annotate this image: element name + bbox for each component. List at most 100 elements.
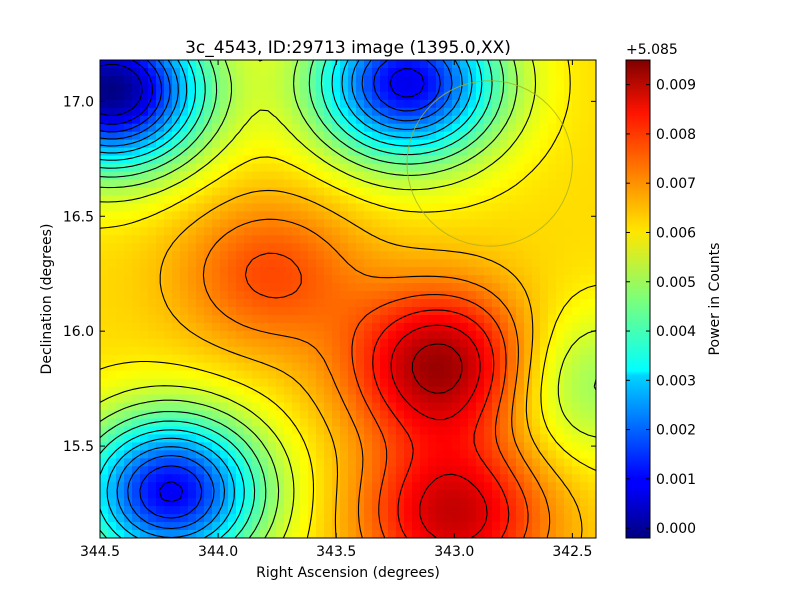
heatmap-cell — [204, 227, 213, 236]
heatmap-cell — [220, 227, 229, 236]
heatmap-cell — [436, 370, 445, 380]
heatmap-cell — [212, 195, 221, 204]
heatmap-cell — [252, 139, 261, 149]
heatmap-cell — [316, 267, 325, 276]
heatmap-cell — [348, 227, 357, 236]
heatmap-cell — [316, 474, 325, 483]
heatmap-cell — [180, 338, 189, 348]
heatmap-cell — [580, 466, 589, 475]
heatmap-cell — [428, 171, 437, 181]
heatmap-cell — [420, 458, 429, 467]
heatmap-cell — [188, 235, 197, 244]
heatmap-cell — [252, 219, 261, 228]
heatmap-cell — [444, 275, 453, 284]
heatmap-cell — [396, 354, 405, 364]
heatmap-cell — [588, 227, 596, 236]
heatmap-cell — [364, 99, 373, 109]
heatmap-cell — [524, 83, 533, 93]
heatmap-cell — [220, 219, 229, 228]
heatmap-cell — [308, 450, 317, 459]
heatmap-cell — [444, 243, 453, 252]
heatmap-cell — [356, 259, 365, 268]
heatmap-cell — [188, 306, 197, 316]
heatmap-cell — [292, 291, 301, 300]
heatmap-cell — [500, 139, 509, 149]
heatmap-cell — [244, 506, 253, 515]
heatmap-cell — [348, 139, 357, 149]
heatmap-cell — [108, 251, 117, 260]
heatmap-cell — [156, 171, 165, 181]
heatmap-cell — [436, 243, 445, 252]
heatmap-cell — [436, 67, 445, 77]
heatmap-cell — [412, 299, 421, 308]
heatmap-cell — [396, 131, 405, 141]
heatmap-cell — [100, 251, 109, 260]
heatmap-cell — [220, 211, 229, 220]
heatmap-cell — [308, 410, 317, 420]
heatmap-cell — [276, 251, 285, 260]
heatmap-cell — [220, 522, 229, 531]
heatmap-cell — [412, 506, 421, 515]
heatmap-cell — [468, 275, 477, 284]
heatmap-cell — [356, 83, 365, 93]
heatmap-cell — [212, 522, 221, 531]
heatmap-cell — [204, 378, 213, 388]
heatmap-cell — [452, 227, 461, 236]
heatmap-cell — [204, 275, 213, 284]
heatmap-cell — [580, 378, 589, 388]
heatmap-cell — [292, 235, 301, 244]
heatmap-cell — [292, 346, 301, 356]
heatmap-cell — [500, 474, 509, 483]
heatmap-cell — [348, 490, 357, 499]
heatmap-cell — [300, 195, 309, 204]
heatmap-cell — [572, 322, 581, 332]
heatmap-cell — [172, 362, 181, 372]
heatmap-cell — [260, 115, 269, 125]
heatmap-cell — [132, 60, 141, 69]
heatmap-cell — [140, 394, 149, 404]
heatmap-cell — [372, 243, 381, 252]
heatmap-cell — [492, 267, 501, 276]
heatmap-cell — [436, 474, 445, 483]
heatmap-cell — [380, 107, 389, 117]
heatmap-cell — [476, 99, 485, 109]
heatmap-cell — [284, 450, 293, 459]
heatmap-cell — [276, 219, 285, 228]
contour-line — [100, 63, 143, 116]
heatmap-cell — [476, 346, 485, 356]
heatmap-cell — [468, 299, 477, 308]
heatmap-cell — [588, 378, 596, 388]
heatmap-cell — [276, 450, 285, 459]
heatmap-cell — [548, 171, 557, 181]
heatmap-cell — [172, 275, 181, 284]
heatmap-cell — [220, 426, 229, 436]
heatmap-cell — [356, 163, 365, 173]
heatmap-cell — [244, 203, 253, 212]
heatmap-cell — [268, 522, 277, 531]
heatmap-cell — [468, 354, 477, 364]
heatmap-cell — [460, 386, 469, 396]
heatmap-cell — [540, 179, 549, 189]
heatmap-cell — [572, 410, 581, 420]
heatmap-cell — [244, 394, 253, 404]
heatmap-cell — [428, 235, 437, 244]
heatmap-cell — [524, 195, 533, 204]
heatmap-cell — [228, 402, 237, 412]
heatmap-cell — [284, 362, 293, 372]
heatmap-cell — [348, 466, 357, 475]
heatmap-cell — [340, 402, 349, 412]
heatmap-cell — [156, 107, 165, 117]
heatmap-cell — [260, 362, 269, 372]
heatmap-cell — [540, 530, 549, 538]
heatmap-cell — [108, 314, 117, 324]
heatmap-cell — [276, 267, 285, 276]
heatmap-cell — [124, 299, 133, 308]
heatmap-cell — [340, 522, 349, 531]
heatmap-cell — [228, 275, 237, 284]
heatmap-cell — [500, 219, 509, 228]
heatmap-cell — [140, 442, 149, 451]
heatmap-cell — [172, 458, 181, 467]
heatmap-cell — [148, 283, 157, 292]
heatmap-cell — [500, 346, 509, 356]
heatmap-cell — [204, 83, 213, 93]
